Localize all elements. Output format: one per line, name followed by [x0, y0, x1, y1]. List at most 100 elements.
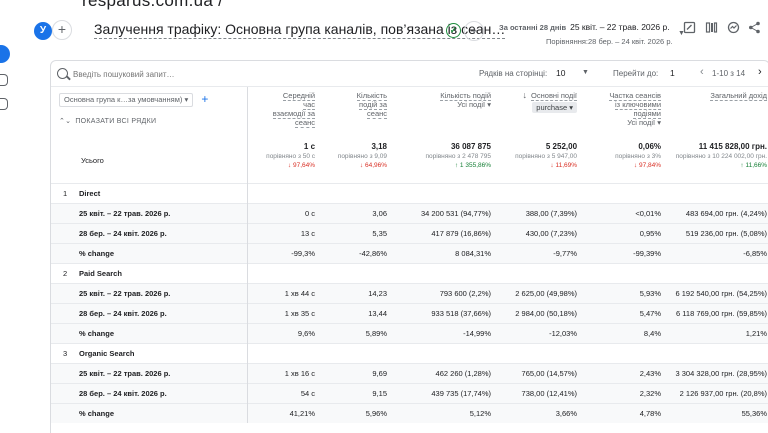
total-delta: ↓ 64,96% [359, 162, 388, 169]
table-cell: 0,95% [581, 222, 666, 243]
table-row: 25 квіт. – 22 трав. 2026 р. 0 с 3,06 34 … [51, 202, 768, 223]
table-cell: 54 с [247, 382, 320, 403]
key-event-select[interactable]: purchase ▾ [532, 102, 578, 113]
chevron-right-icon[interactable]: › [758, 66, 762, 78]
group-row[interactable]: 2 Paid Search [51, 262, 768, 283]
table-cell: 55,36% [665, 402, 768, 423]
period-label: 25 квіт. – 22 трав. 2026 р. [75, 362, 248, 383]
rows-per-page-select[interactable]: 10 [556, 68, 566, 78]
compare-range-value: Порівняння:28 бер. – 24 квіт. 2026 р. [546, 37, 673, 46]
share-icon[interactable] [747, 21, 761, 35]
column-header-key-events[interactable]: ↓ Основні події purchase ▾ [495, 87, 581, 139]
table-cell: -14,99% [391, 322, 496, 343]
col-header-line: Кількість [356, 91, 388, 101]
total-delta: ↓ 11,69% [550, 162, 578, 169]
search-input[interactable] [73, 67, 273, 81]
table-cell: 34 200 531 (94,77%) [391, 202, 496, 223]
explore-nav-icon[interactable] [0, 74, 8, 86]
channel-name[interactable]: Direct [75, 182, 248, 203]
table-cell: 519 236,00 грн. (5,08%) [665, 222, 768, 243]
compare-icon[interactable] [704, 21, 718, 35]
group-row[interactable]: 1 Direct [51, 182, 768, 203]
table-row: % change 9,6% 5,89% -14,99% -12,03% 8,4%… [51, 322, 768, 343]
table-cell: 388,00 (7,39%) [495, 202, 582, 223]
chevron-left-icon[interactable]: ‹ [700, 66, 704, 78]
group-row[interactable]: 3 Organic Search [51, 342, 768, 363]
table-cell: 5,12% [391, 402, 496, 423]
column-header-total-revenue[interactable]: Загальний дохід [665, 87, 768, 139]
table-cell: 5,89% [319, 322, 392, 343]
dimension-select[interactable]: Основна група к…за умовчанням) ▾ [59, 93, 194, 107]
report-title[interactable]: Залучення трафіку: Основна група каналів… [94, 21, 506, 39]
expand-icon: ⌃⌄ [59, 118, 72, 125]
dimension-header: Основна група к…за умовчанням) ▾ + ⌃⌄ ПОК… [51, 87, 248, 139]
row-index: 1 [51, 182, 75, 203]
total-compare: порівняно з 5 947,00 [515, 153, 578, 160]
goto-input[interactable]: 1 [670, 68, 675, 78]
table-cell: -12,03% [495, 322, 582, 343]
insights-icon[interactable] [726, 21, 740, 35]
column-header-session-key-event-rate[interactable]: Частка сеансів із ключовими подіями Усі … [581, 87, 665, 139]
property-title: resparus.com.ua / [82, 0, 224, 10]
period-label: 28 бер. – 24 квіт. 2026 р. [75, 382, 248, 403]
table-cell: 5,47% [581, 302, 666, 323]
table-cell: 0 с [247, 202, 320, 223]
totals-label: Усього [51, 139, 248, 183]
table-cell: 4,78% [581, 402, 666, 423]
table-cell: -9,77% [495, 242, 582, 263]
table-cell: 41,21% [247, 402, 320, 423]
column-header-avg-engagement[interactable]: Середній час взаємодії за сеанс [247, 87, 319, 139]
event-filter-select[interactable]: Усі події ▾ [457, 100, 492, 109]
advertising-nav-icon[interactable] [0, 98, 8, 110]
table-row: 25 квіт. – 22 трав. 2026 р. 1 хв 44 с 14… [51, 282, 768, 303]
data-table-card: Рядків на сторінці: 10 ▼ Перейти до: 1 ‹… [50, 60, 768, 433]
row-index: 2 [51, 262, 75, 283]
period-label: 28 бер. – 24 квіт. 2026 р. [75, 302, 248, 323]
total-value: 0,06% [638, 142, 662, 151]
col-header-line: Кількість подій [440, 91, 492, 101]
table-cell: 3,66% [495, 402, 582, 423]
add-comparison-button[interactable]: + [464, 21, 484, 41]
column-header-events-per-session[interactable]: Кількість подій за сеанс [319, 87, 391, 139]
rows-per-page-label: Рядків на сторінці: [479, 69, 548, 78]
table-cell: 6 118 769,00 грн. (59,85%) [665, 302, 768, 323]
goto-label: Перейти до: [613, 69, 659, 78]
rate-event-filter-select[interactable]: Усі події ▾ [627, 118, 662, 127]
total-value: 3,18 [371, 142, 388, 151]
total-compare: порівняно з 2 478 795 [425, 153, 492, 160]
table-cell: 439 735 (17,74%) [391, 382, 496, 403]
segment-badge[interactable]: У [34, 22, 52, 40]
reports-nav-icon[interactable] [0, 45, 10, 63]
chevron-down-icon[interactable]: ▼ [582, 69, 589, 76]
total-cell: 11 415 828,00 грн. порівняно з 10 224 002… [665, 139, 768, 183]
table-row: 28 бер. – 24 квіт. 2026 р. 54 с 9,15 439… [51, 382, 768, 403]
table-cell: 9,6% [247, 322, 320, 343]
table-cell: 417 879 (16,86%) [391, 222, 496, 243]
total-delta: ↓ 97,84% [633, 162, 662, 169]
total-cell: 3,18 порівняно з 9,09 ↓ 64,96% [319, 139, 391, 183]
col-header-line: Частка сеансів [609, 91, 662, 101]
channel-name[interactable]: Organic Search [75, 342, 248, 363]
edit-report-icon[interactable] [682, 21, 696, 35]
table-cell: 462 260 (1,28%) [391, 362, 496, 383]
check-circle-icon[interactable]: ✓ [446, 23, 461, 38]
date-range-picker[interactable]: За останні 28 днів 25 квіт. – 22 трав. 20… [499, 22, 670, 32]
total-compare: порівняно з 10 224 002,00 грн. [675, 153, 768, 160]
total-value: 36 087 875 [450, 142, 492, 151]
period-label: % change [75, 242, 248, 263]
sort-arrow-icon[interactable]: ↓ [522, 90, 528, 100]
table-cell: 483 694,00 грн. (4,24%) [665, 202, 768, 223]
table-cell: 738,00 (12,41%) [495, 382, 582, 403]
table-cell: 5,96% [319, 402, 392, 423]
table-cell: 765,00 (14,57%) [495, 362, 582, 383]
add-dimension-button[interactable]: + [201, 92, 209, 106]
table-cell: 430,00 (7,23%) [495, 222, 582, 243]
table-cell: 3 304 328,00 грн. (28,95%) [665, 362, 768, 383]
total-compare: порівняно з 3% [615, 153, 662, 160]
channel-name[interactable]: Paid Search [75, 262, 248, 283]
add-segment-button[interactable]: + [52, 20, 72, 40]
show-all-rows-button[interactable]: ⌃⌄ ПОКАЗАТИ ВСІ РЯДКИ [59, 117, 243, 125]
column-header-event-count[interactable]: Кількість подій Усі події ▾ [391, 87, 495, 139]
chevron-down-icon[interactable]: ▼ [678, 30, 685, 37]
